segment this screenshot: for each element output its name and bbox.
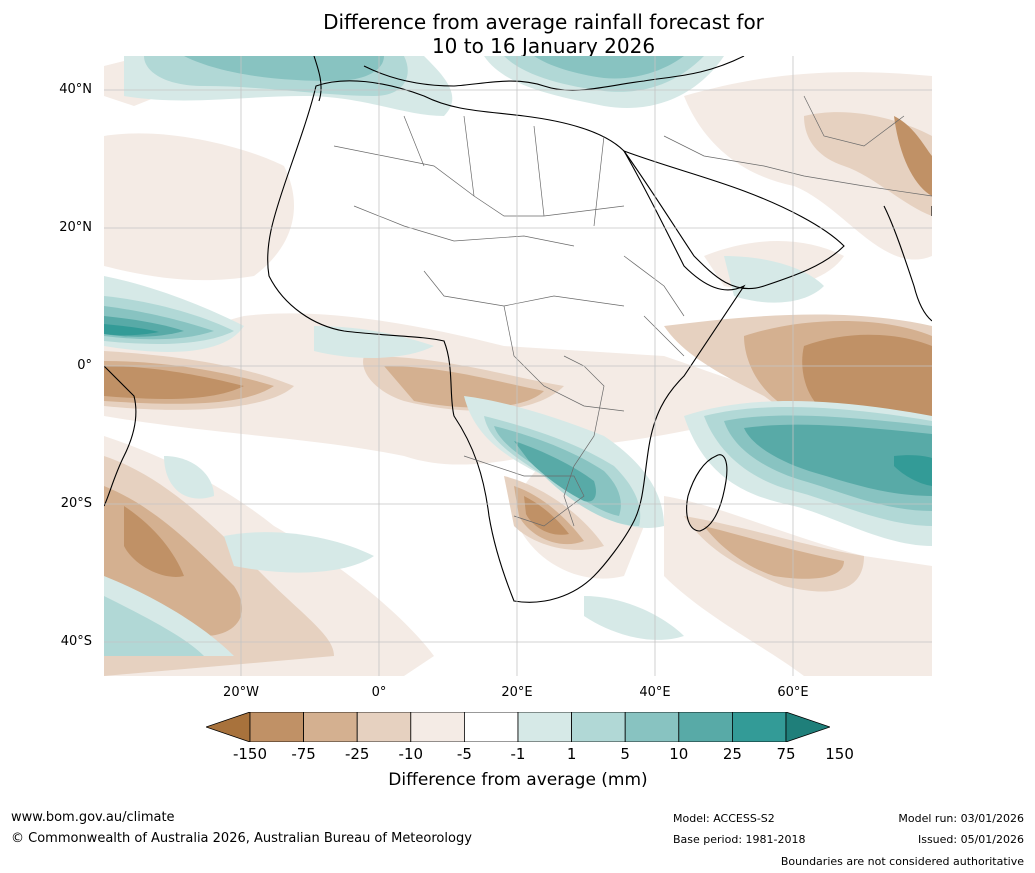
colorbar-segment — [571, 712, 626, 742]
colorbar-tick-label: -75 — [291, 745, 316, 763]
colorbar-tick-label: 75 — [776, 745, 796, 763]
lat-label-0: 0° — [77, 358, 92, 373]
map-svg — [104, 56, 932, 676]
lat-label-40s: 40°S — [60, 634, 92, 649]
country-borders — [333, 95, 932, 527]
colorbar-tick-label: 25 — [722, 745, 742, 763]
rainfall-map[interactable] — [104, 56, 932, 676]
graticule — [104, 56, 932, 676]
lon-label-20e: 20°E — [501, 685, 533, 700]
colorbar-tick-label: 5 — [620, 745, 630, 763]
lat-label-40n: 40°N — [59, 82, 92, 97]
title-line-1: Difference from average rainfall forecas… — [323, 10, 764, 34]
lon-label-20w: 20°W — [223, 685, 259, 700]
base-period-info: Base period: 1981-2018 — [673, 833, 806, 846]
chart-title: Difference from average rainfall forecas… — [0, 10, 1035, 58]
lon-label-0: 0° — [371, 685, 387, 700]
colorbar-segment — [732, 712, 787, 742]
colorbar-segment — [624, 712, 680, 742]
colorbar-segment — [410, 712, 465, 742]
colorbar-arrow-high — [785, 712, 830, 742]
colorbar-tick-label: -1 — [510, 745, 526, 763]
wet-shading-max — [104, 324, 932, 486]
lat-label-20s: 20°S — [60, 496, 92, 511]
colorbar-tick-label: 150 — [825, 745, 854, 763]
colorbar-tick-label: -10 — [398, 745, 424, 763]
colorbar-tick-label: 10 — [669, 745, 689, 763]
model-run-info: Model run: 03/01/2026 — [898, 812, 1024, 825]
issued-info: Issued: 05/01/2026 — [917, 833, 1024, 846]
colorbar-tick-label: -25 — [344, 745, 370, 763]
colorbar-tick-label: -5 — [456, 745, 472, 763]
colorbar-segment — [517, 712, 572, 742]
title-line-2: 10 to 16 January 2026 — [431, 34, 656, 58]
colorbar-segment — [678, 712, 733, 742]
boundaries-disclaimer: Boundaries are not considered authoritat… — [780, 855, 1024, 868]
colorbar-segment — [463, 712, 519, 742]
colorbar-segment — [303, 712, 358, 742]
copyright-text: © Commonwealth of Australia 2026, Austra… — [11, 831, 472, 846]
colorbar-tick-label: -150 — [232, 745, 268, 763]
lon-label-40e: 40°E — [639, 685, 671, 700]
website-link[interactable]: www.bom.gov.au/climate — [11, 810, 175, 825]
colorbar-arrow-low — [206, 712, 251, 742]
colorbar-title: Difference from average (mm) — [388, 770, 648, 790]
colorbar-segment — [356, 712, 412, 742]
colorbar-segment — [249, 712, 304, 742]
colorbar — [206, 712, 830, 742]
colorbar-tick-label: 1 — [566, 745, 577, 763]
model-info: Model: ACCESS-S2 — [673, 812, 775, 825]
colorbar-segments — [206, 712, 830, 742]
lon-label-60e: 60°E — [777, 685, 809, 700]
lat-label-20n: 20°N — [59, 220, 92, 235]
